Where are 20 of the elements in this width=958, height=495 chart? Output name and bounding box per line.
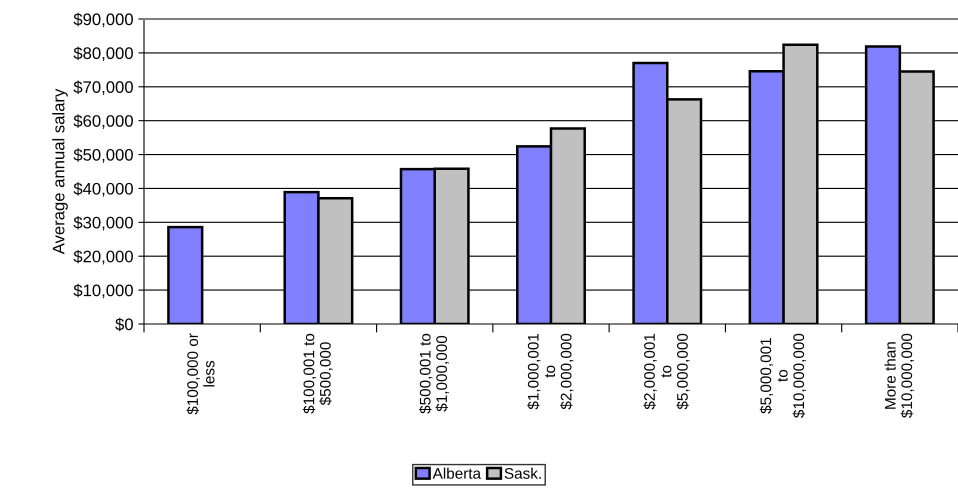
y-tick-label: $20,000 xyxy=(74,250,133,264)
y-tick-label: $0 xyxy=(115,318,133,332)
y-tick-label: $30,000 xyxy=(74,216,133,231)
x-tick-label: $100,000 or less xyxy=(186,333,214,415)
x-tick-label: $1,000,001 to $2,000,000 xyxy=(527,334,574,410)
y-tick-label: $90,000 xyxy=(74,12,133,28)
x-tick-label: $500,001 to $1,000,000 xyxy=(419,334,449,414)
y-tick-label: $50,000 xyxy=(74,148,133,163)
x-tick-label: $5,000,001 to $10,000,000 xyxy=(760,334,806,418)
y-tick-label: $80,000 xyxy=(74,46,133,62)
x-tick-label: $2,000,001 to $5,000,000 xyxy=(643,334,690,410)
y-tick-label: $60,000 xyxy=(74,114,133,129)
y-tick-label: $40,000 xyxy=(74,182,133,197)
y-tick-label: $70,000 xyxy=(74,80,133,95)
legend-label: Alberta xyxy=(432,468,482,479)
y-axis-title: Average annual salary xyxy=(52,88,68,254)
x-tick-label: More than $10,000,000 xyxy=(884,334,914,418)
y-tick-label: $10,000 xyxy=(74,284,133,298)
x-tick-label: $100,001 to $500,000 xyxy=(302,334,333,414)
legend-label: Sask. xyxy=(504,468,541,479)
